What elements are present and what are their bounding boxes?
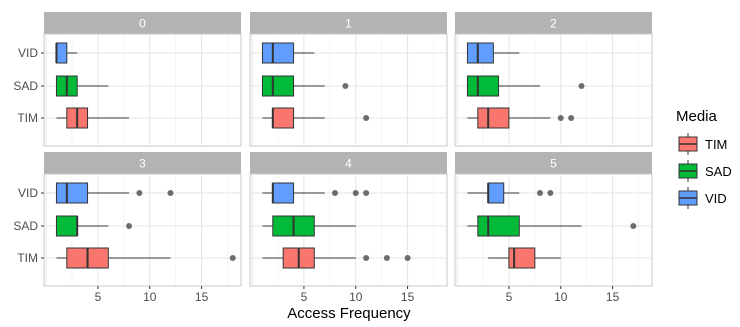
y-tick-label: VID xyxy=(18,186,38,200)
box-sad xyxy=(467,215,637,237)
facet-strip xyxy=(44,12,241,34)
outlier-point xyxy=(578,83,585,89)
facet-panel-3: 3 VID SAD TIM 5 10 15 xyxy=(13,152,242,304)
outlier-point xyxy=(167,190,174,196)
y-tick-label: TIM xyxy=(17,251,38,265)
outlier-point xyxy=(568,115,575,121)
facet-strip-label: 3 xyxy=(139,157,146,171)
outlier-point xyxy=(229,255,236,261)
box-vid xyxy=(466,42,520,64)
legend-label: VID xyxy=(705,191,727,206)
legend-label: SAD xyxy=(705,164,732,179)
facet-strip xyxy=(250,12,447,34)
facet-strip-label: 0 xyxy=(139,17,146,31)
x-tick-label: 15 xyxy=(401,290,415,304)
x-tick-label: 10 xyxy=(554,290,568,304)
facet-strip xyxy=(44,152,241,174)
box-vid xyxy=(262,182,370,204)
outlier-point xyxy=(352,190,359,196)
facet-strip xyxy=(455,152,652,174)
outlier-point xyxy=(547,190,554,196)
outlier-point xyxy=(342,83,349,89)
box-sad xyxy=(261,75,349,97)
box-iqr xyxy=(477,107,510,129)
x-tick-label: 5 xyxy=(301,290,308,304)
x-tick-label: 15 xyxy=(606,290,620,304)
outlier-point xyxy=(557,115,564,121)
box-iqr xyxy=(261,75,295,97)
legend-label: TIM xyxy=(705,137,727,152)
facet-strip-label: 5 xyxy=(550,157,557,171)
outlier-point xyxy=(332,190,339,196)
outlier-point xyxy=(363,115,370,121)
box-iqr xyxy=(477,215,520,237)
x-tick-label: 5 xyxy=(506,290,513,304)
outlier-point xyxy=(363,255,370,261)
facet-strip xyxy=(250,152,447,174)
x-tick-label: 10 xyxy=(143,290,157,304)
x-tick-label: 5 xyxy=(95,290,102,304)
y-tick-label: VID xyxy=(18,46,38,60)
facet-strip-label: 4 xyxy=(345,157,352,171)
box-iqr xyxy=(272,182,295,204)
box-sad xyxy=(55,75,109,97)
box-iqr xyxy=(55,42,68,64)
outlier-point xyxy=(136,190,143,196)
box-tim xyxy=(262,107,370,129)
x-tick-label: 10 xyxy=(349,290,363,304)
box-tim xyxy=(56,107,130,129)
legend: Media TIM SAD VID xyxy=(676,108,732,209)
box-vid xyxy=(467,182,554,204)
outlier-point xyxy=(537,190,544,196)
legend-item-vid: VID xyxy=(678,187,727,209)
y-tick-label: TIM xyxy=(17,111,38,125)
legend-item-tim: TIM xyxy=(678,133,727,155)
box-iqr xyxy=(487,182,505,204)
outlier-point xyxy=(363,190,370,196)
outlier-point xyxy=(630,223,637,229)
box-iqr xyxy=(261,42,295,64)
legend-title: Media xyxy=(676,108,718,125)
y-tick-label: SAD xyxy=(13,219,38,233)
outlier-point xyxy=(126,223,133,229)
box-vid xyxy=(261,42,315,64)
box-tim xyxy=(488,247,561,269)
box-sad xyxy=(262,215,356,237)
x-tick-label: 15 xyxy=(195,290,209,304)
box-tim xyxy=(262,247,411,269)
facet-panel-5: 5 5 10 15 xyxy=(454,152,653,304)
legend-item-sad: SAD xyxy=(678,160,732,182)
box-vid xyxy=(55,42,78,64)
box-tim xyxy=(56,247,236,269)
box-iqr xyxy=(508,247,536,269)
box-iqr xyxy=(55,182,89,204)
x-axis-title: Access Frequency xyxy=(287,305,411,322)
box-iqr xyxy=(466,42,494,64)
facet-strip-label: 1 xyxy=(345,17,352,31)
box-tim xyxy=(467,107,575,129)
y-tick-label: SAD xyxy=(13,79,38,93)
outlier-point xyxy=(383,255,390,261)
outlier-point xyxy=(404,255,411,261)
facet-panel-0: 0 VID SAD TIM xyxy=(13,12,242,147)
facet-strip-label: 2 xyxy=(550,17,557,31)
facet-panel-4: 4 5 10 15 xyxy=(249,152,448,304)
box-vid xyxy=(55,182,174,204)
box-iqr xyxy=(466,75,500,97)
facet-panel-2: 2 xyxy=(454,12,653,147)
facet-panel-1: 1 xyxy=(249,12,448,147)
box-sad xyxy=(55,215,133,237)
facet-strip xyxy=(455,12,652,34)
box-sad xyxy=(466,75,585,97)
box-iqr xyxy=(55,215,78,237)
box-iqr xyxy=(272,107,295,129)
